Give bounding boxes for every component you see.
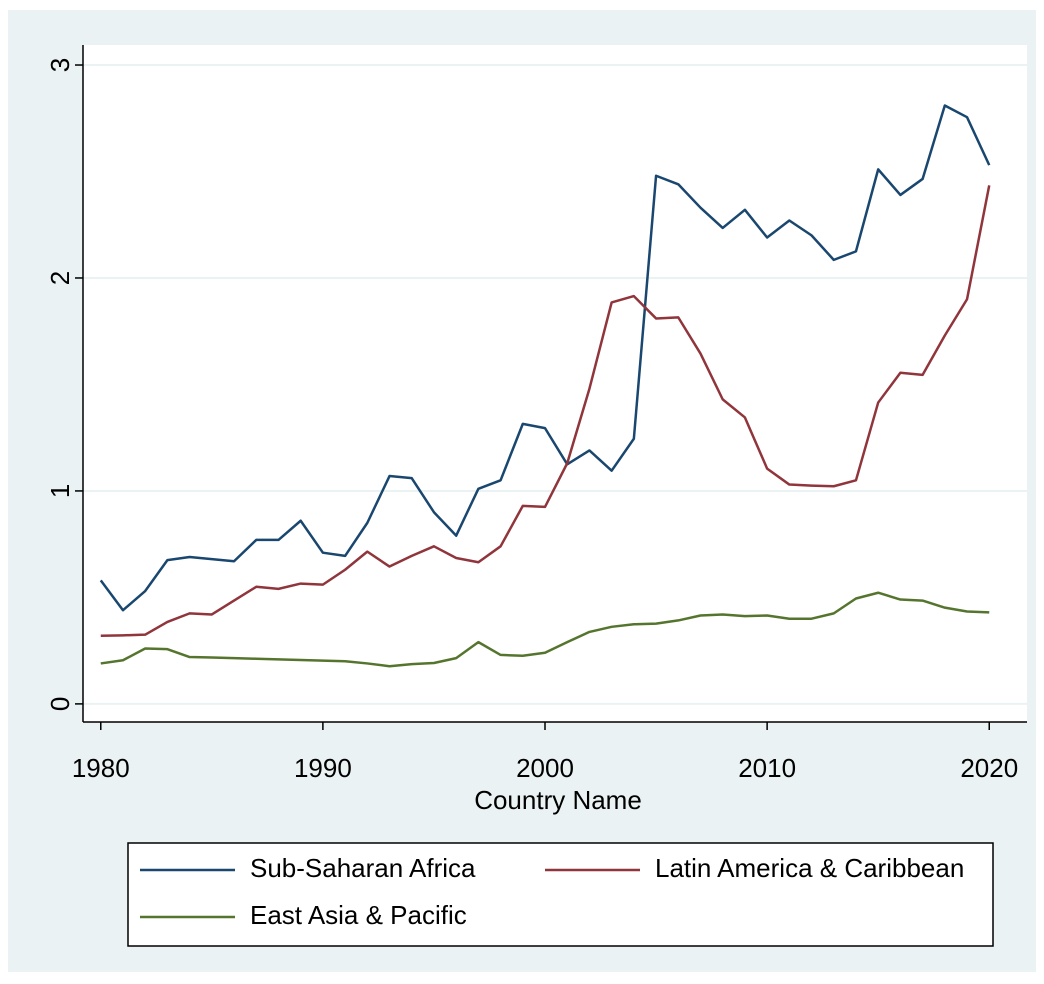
y-tick-label: 2 (45, 271, 75, 285)
y-tick-label: 3 (45, 58, 75, 72)
series-line (99, 104, 991, 612)
series-line (100, 591, 990, 668)
legend-label: East Asia & Pacific (250, 900, 467, 930)
x-tick-label: 1980 (72, 753, 130, 783)
series-line (100, 185, 991, 638)
x-tick-label: 2020 (960, 753, 1018, 783)
legend-label: Sub-Saharan Africa (250, 853, 476, 883)
legend (127, 842, 994, 947)
x-tick-label: 1990 (294, 753, 352, 783)
y-tick-label: 1 (45, 484, 75, 498)
legend-label: Latin America & Caribbean (655, 853, 964, 883)
x-tick-label: 2010 (738, 753, 796, 783)
x-axis-title: Country Name (474, 785, 642, 815)
x-tick-label: 2000 (516, 753, 574, 783)
plot-area (83, 45, 1027, 722)
y-tick-label: 0 (45, 697, 75, 711)
